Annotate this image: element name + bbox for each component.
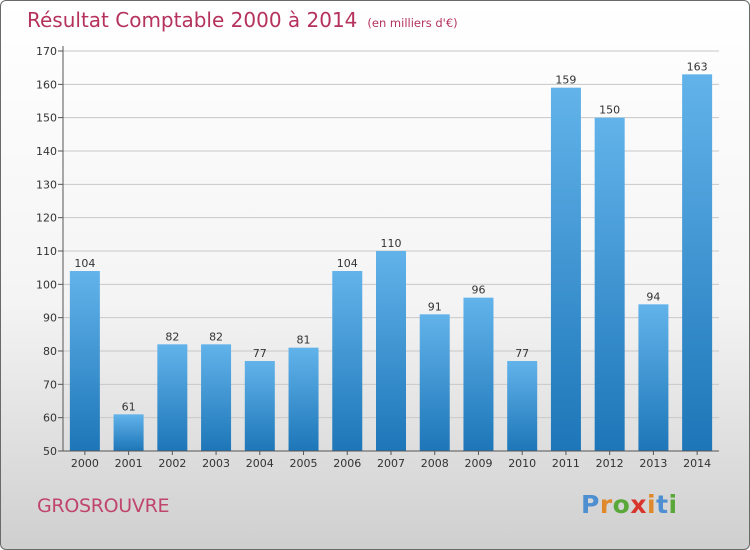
x-tick-label-2004: 2004 [246, 457, 274, 470]
bar-2002 [157, 344, 188, 451]
data-label-2000: 104 [74, 257, 95, 270]
labels: 50 60 70 80 90 100 110 120 130 140 150 160 170 104 200… [36, 45, 711, 470]
y-tick-label-140: 140 [36, 145, 57, 158]
data-label-2005: 81 [297, 334, 311, 347]
x-tick-label-2003: 2003 [202, 457, 230, 470]
x-tick-label-2013: 2013 [639, 457, 667, 470]
data-label-2011: 159 [555, 74, 576, 87]
y-tick-label-50: 50 [43, 445, 57, 458]
chart-title-block: Résultat Comptable 2000 à 2014 (en millie… [27, 8, 458, 32]
x-tick-label-2010: 2010 [508, 457, 536, 470]
logo-letter: x [630, 490, 647, 519]
bar-2014 [682, 74, 713, 451]
commune-name: GROSROUVRE [37, 495, 170, 517]
y-tick-label-110: 110 [36, 245, 57, 258]
x-tick-label-2008: 2008 [421, 457, 449, 470]
y-tick-label-150: 150 [36, 112, 57, 125]
data-label-2002: 82 [165, 330, 179, 343]
bar-2007 [376, 251, 406, 451]
logo-letter: r [599, 490, 613, 519]
chart-title: Résultat Comptable 2000 à 2014 [27, 8, 358, 32]
x-tick-label-2000: 2000 [71, 457, 99, 470]
x-tick-label-2005: 2005 [290, 457, 318, 470]
y-tick-label-90: 90 [43, 312, 57, 325]
data-label-2001: 61 [122, 400, 136, 413]
x-tick-label-2012: 2012 [596, 457, 624, 470]
chart-unit-subtitle: (en milliers d'€) [367, 16, 458, 30]
bar-2001 [113, 414, 144, 451]
x-tick-label-2001: 2001 [115, 457, 143, 470]
bar-2011 [550, 87, 581, 452]
x-tick-label-2014: 2014 [683, 457, 711, 470]
logo-letter: t [656, 490, 669, 519]
data-label-2003: 82 [209, 330, 223, 343]
logo-letter: i [668, 490, 678, 519]
x-tick-label-2011: 2011 [552, 457, 580, 470]
y-tick-label-170: 170 [36, 45, 57, 58]
logo-letter: o [612, 490, 631, 519]
bar-2005 [288, 347, 319, 451]
y-tick-label-120: 120 [36, 212, 57, 225]
data-label-2010: 77 [515, 347, 529, 360]
bar-2008 [419, 314, 450, 451]
data-label-2004: 77 [253, 347, 267, 360]
y-tick-label-60: 60 [43, 412, 57, 425]
y-tick-label-80: 80 [43, 345, 57, 358]
axes [58, 46, 719, 455]
data-label-2007: 110 [381, 237, 402, 250]
bar-2004 [244, 361, 275, 451]
y-tick-label-70: 70 [43, 378, 57, 391]
logo-letter: i [647, 490, 657, 519]
data-label-2008: 91 [428, 300, 442, 313]
bars [69, 74, 713, 452]
proxiti-logo: Proxiti [581, 490, 678, 519]
y-tick-label-130: 130 [36, 178, 57, 191]
data-label-2012: 150 [599, 104, 620, 117]
bar-2003 [201, 344, 232, 451]
bar-2013 [638, 304, 669, 451]
bar-2006 [332, 271, 363, 451]
bar-2009 [463, 297, 494, 451]
data-label-2009: 96 [471, 284, 485, 297]
x-tick-label-2007: 2007 [377, 457, 405, 470]
x-tick-label-2002: 2002 [158, 457, 186, 470]
data-label-2006: 104 [337, 257, 358, 270]
bar-2012 [594, 117, 625, 452]
logo-letter: P [581, 490, 600, 519]
x-tick-label-2009: 2009 [464, 457, 492, 470]
data-label-2014: 163 [687, 60, 708, 73]
x-tick-label-2006: 2006 [333, 457, 361, 470]
data-label-2013: 94 [646, 290, 660, 303]
y-tick-label-100: 100 [36, 278, 57, 291]
bar-2010 [507, 361, 538, 451]
y-tick-label-160: 160 [36, 78, 57, 91]
bar-2000 [69, 271, 100, 451]
